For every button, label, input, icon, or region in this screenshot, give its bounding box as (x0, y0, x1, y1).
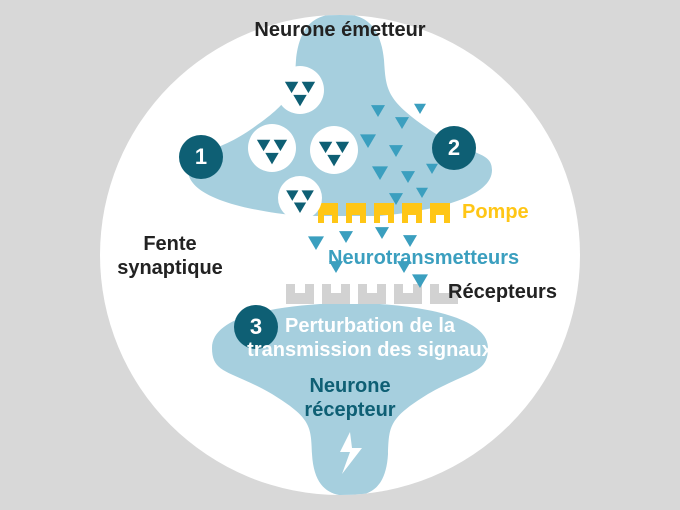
label-neuro: Neurotransmetteurs (328, 247, 519, 269)
vesicle-icon (278, 176, 322, 220)
step-number: 2 (448, 135, 460, 160)
label-bot2: récepteur (304, 399, 395, 421)
label-fente1: Fente (143, 233, 196, 255)
label-pert2: transmission des signaux (247, 339, 493, 361)
vesicle-icon (310, 126, 358, 174)
label-bot1: Neurone (309, 375, 390, 397)
vesicle-icon (276, 66, 324, 114)
label-fente2: synaptique (117, 257, 223, 279)
step-number: 1 (195, 144, 207, 169)
vesicle-icon (248, 124, 296, 172)
label-pompe: Pompe (462, 201, 529, 223)
label-recept: Récepteurs (448, 281, 557, 303)
step-number: 3 (250, 314, 262, 339)
label-top: Neurone émetteur (254, 19, 425, 41)
label-pert1: Perturbation de la (285, 315, 456, 337)
